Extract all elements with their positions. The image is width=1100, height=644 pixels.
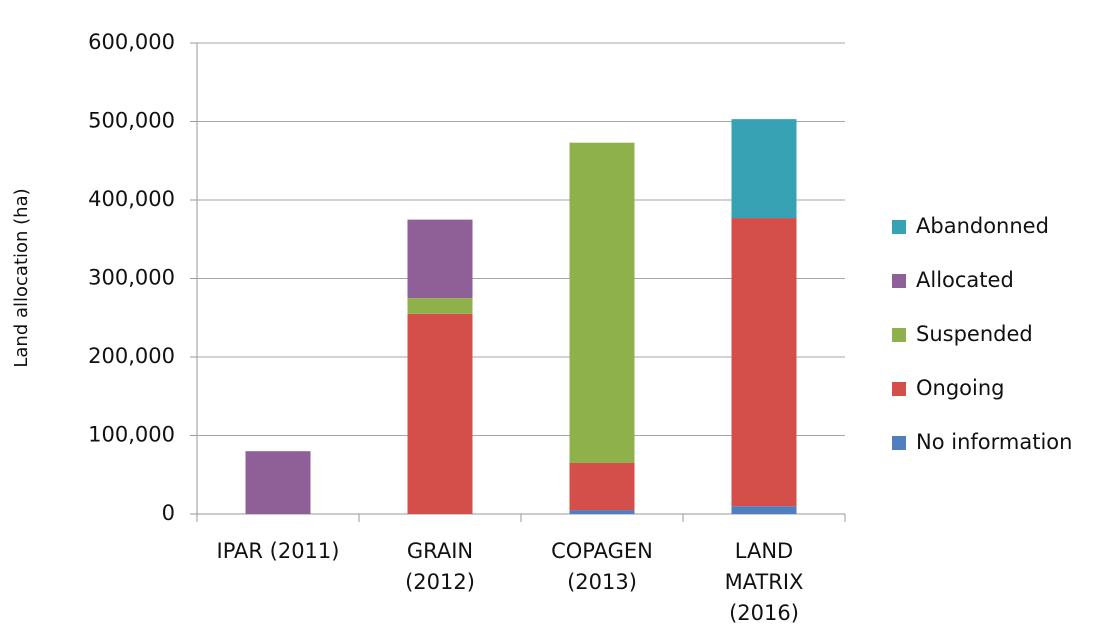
x-tick-label: COPAGEN (2013) [551,539,653,594]
bar-segment [731,119,797,219]
bar-segment [731,506,797,514]
y-tick-label: 600,000 [88,30,175,54]
legend-label: Allocated [916,268,1014,292]
legend-swatch [892,436,906,450]
legend-swatch [892,328,906,342]
bar-segment [407,313,473,514]
x-tick-label: GRAIN (2012) [405,539,475,594]
legend-label: Ongoing [916,376,1005,400]
legend-label: Abandonned [916,214,1049,238]
bar-segment [245,451,311,514]
legend-label: No information [916,430,1072,454]
legend-swatch [892,382,906,396]
legend-swatch [892,220,906,234]
bar-segment [569,462,635,511]
x-tick-label: IPAR (2011) [216,539,340,563]
y-tick-label: 500,000 [88,109,175,133]
y-tick-label: 100,000 [88,423,175,447]
legend-label: Suspended [916,322,1033,346]
legend-swatch [892,274,906,288]
y-tick-label: 300,000 [88,266,175,290]
y-tick-label: 0 [162,501,175,525]
bar-segment [731,218,797,507]
y-tick-label: 400,000 [88,187,175,211]
bar-segment [407,219,473,299]
y-tick-label: 200,000 [88,344,175,368]
bar-segment [569,510,635,514]
bar-segment [407,298,473,314]
bar-segment [569,142,635,463]
y-axis-label: Land allocation (ha) [11,188,32,367]
x-tick-label: LAND MATRIX (2016) [724,539,804,625]
